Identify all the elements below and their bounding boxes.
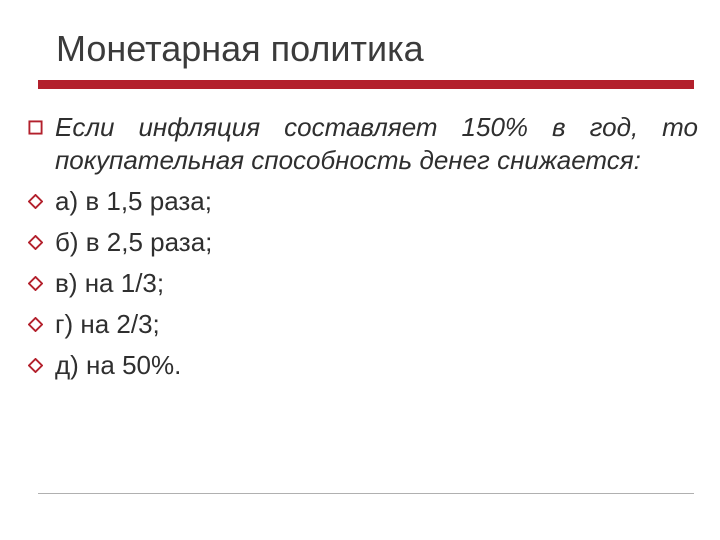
option-text: д) на 50%. bbox=[55, 348, 181, 383]
option-row: б) в 2,5 раза; bbox=[28, 225, 698, 260]
diamond-bullet-icon bbox=[28, 235, 43, 250]
slide-title: Монетарная политика bbox=[0, 28, 720, 70]
diamond-bullet-icon bbox=[28, 194, 43, 209]
slide-container: Монетарная политика Если инфляция состав… bbox=[0, 0, 720, 540]
diamond-bullet-icon bbox=[28, 276, 43, 291]
option-row: а) в 1,5 раза; bbox=[28, 184, 698, 219]
question-row: Если инфляция составляет 150% в год, то … bbox=[28, 111, 698, 176]
square-bullet-icon bbox=[28, 120, 43, 135]
diamond-bullet-icon bbox=[28, 358, 43, 373]
slide-content: Если инфляция составляет 150% в год, то … bbox=[0, 111, 720, 383]
accent-bar bbox=[38, 80, 694, 89]
option-row: в) на 1/3; bbox=[28, 266, 698, 301]
question-text: Если инфляция составляет 150% в год, то … bbox=[55, 111, 698, 176]
option-row: г) на 2/3; bbox=[28, 307, 698, 342]
bottom-divider bbox=[38, 493, 694, 494]
option-text: а) в 1,5 раза; bbox=[55, 184, 212, 219]
option-row: д) на 50%. bbox=[28, 348, 698, 383]
option-text: в) на 1/3; bbox=[55, 266, 164, 301]
diamond-bullet-icon bbox=[28, 317, 43, 332]
option-text: б) в 2,5 раза; bbox=[55, 225, 212, 260]
option-text: г) на 2/3; bbox=[55, 307, 160, 342]
